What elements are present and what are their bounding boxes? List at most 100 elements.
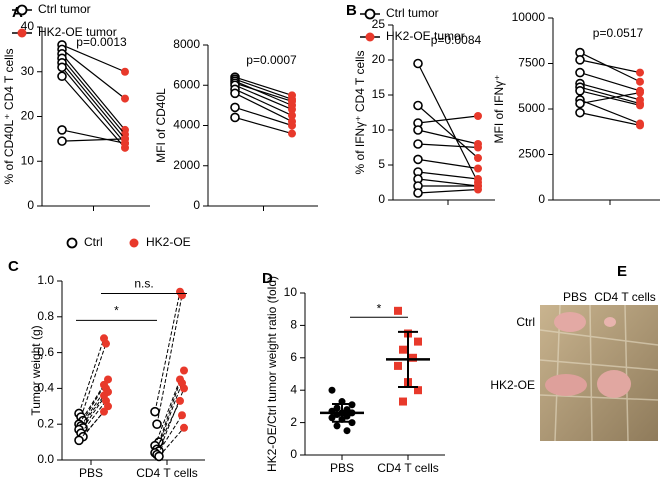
pair-line (417, 63, 479, 183)
point (74, 435, 84, 446)
y-tick-label: 2000 (173, 158, 200, 172)
point (413, 125, 423, 135)
y-tick-label: 0 (290, 447, 297, 461)
pair-line (417, 158, 479, 170)
pair-line (579, 99, 641, 125)
point (394, 361, 402, 370)
point (414, 386, 422, 395)
point (328, 414, 336, 422)
y-axis-label: % of CD40L⁺ CD4 T cells (2, 49, 16, 185)
point (152, 419, 162, 430)
pair-line (579, 82, 641, 101)
pair-line (61, 138, 126, 142)
y-tick-label: 10000 (512, 10, 546, 24)
pair-line (417, 178, 479, 187)
pair-line (158, 427, 185, 457)
legend-label: Ctrl tumor (386, 6, 439, 20)
p-value: p=0.0084 (431, 33, 482, 47)
pair-line (61, 44, 126, 73)
pair-line (78, 395, 105, 430)
legend-marker (364, 8, 376, 20)
point (474, 164, 482, 173)
point (288, 121, 296, 130)
point (57, 71, 67, 82)
y-tick-label: 8000 (173, 37, 200, 51)
photo-texture (539, 304, 659, 442)
point (399, 345, 407, 354)
panel-label: D (262, 270, 273, 287)
point (413, 154, 423, 165)
row-label: HK2-OE (490, 378, 535, 392)
significance-label: * (114, 304, 119, 318)
y-tick-label: 0 (193, 198, 200, 212)
y-axis-label: Tumor weight (g) (29, 325, 43, 415)
pair-line (78, 411, 105, 441)
pair-line (417, 115, 479, 124)
panel-label: B (346, 2, 357, 19)
tumor (554, 312, 586, 332)
point (178, 291, 186, 300)
point (343, 427, 351, 435)
point (474, 185, 482, 194)
pair-line (82, 379, 109, 421)
y-tick-label: 0.2 (37, 416, 54, 430)
y-tick-label: 20 (372, 52, 386, 66)
panel-label: C (8, 258, 19, 275)
point (328, 386, 336, 394)
pair-line (78, 338, 105, 414)
point (154, 451, 164, 462)
significance-label: * (377, 301, 382, 315)
pair-line (579, 72, 641, 92)
y-tick-label: 7500 (518, 56, 545, 70)
point (414, 337, 422, 346)
point (474, 112, 482, 120)
y-tick-label: 25 (372, 17, 386, 31)
point (288, 105, 296, 114)
pair-line (154, 400, 181, 454)
pair-line (234, 92, 293, 123)
pair-line (156, 295, 183, 425)
y-tick-label: 10 (284, 285, 298, 299)
legend-label: HK2-OE (146, 235, 191, 249)
point (575, 107, 585, 118)
pair-line (234, 116, 293, 135)
point (178, 411, 186, 420)
y-tick-label: 1.0 (37, 273, 54, 287)
legend-marker (129, 238, 139, 248)
point (413, 188, 423, 198)
point (288, 97, 296, 106)
point (57, 136, 67, 146)
pair-line (234, 80, 293, 106)
point (575, 67, 585, 78)
y-axis-label: % of IFNγ⁺ CD4 T cells (353, 51, 367, 175)
pair-line (61, 57, 126, 135)
point (575, 86, 585, 96)
pair-line (579, 92, 641, 105)
y-axis-label: MFI of IFNγ⁺ (492, 75, 506, 144)
p-value: p=0.0013 (76, 35, 127, 49)
y-tick-label: 20 (21, 109, 35, 123)
legend-label: HK2-OE tumor (38, 25, 117, 39)
x-tick-label: CD4 T cells (377, 461, 439, 475)
y-tick-label: 5000 (518, 101, 545, 115)
p-value: p=0.0007 (246, 53, 297, 67)
point (230, 102, 240, 113)
y-axis-label: MFI of CD40L (154, 88, 168, 163)
y-tick-label: 15 (372, 87, 386, 101)
legend-label: HK2-OE tumor (386, 29, 465, 43)
point (180, 423, 188, 432)
point (150, 406, 160, 417)
pair-line (234, 88, 293, 116)
point (121, 134, 129, 143)
y-tick-label: 4000 (173, 118, 200, 132)
y-tick-label: 0.0 (37, 452, 54, 466)
point (121, 94, 129, 103)
pair-line (78, 384, 105, 425)
y-tick-label: 0.8 (37, 309, 54, 323)
x-tick-label: CD4 T cells (136, 466, 198, 480)
point (230, 112, 240, 123)
point (636, 88, 644, 97)
y-tick-label: 0 (27, 198, 34, 212)
tumor (545, 374, 587, 396)
pair-line (156, 414, 183, 455)
